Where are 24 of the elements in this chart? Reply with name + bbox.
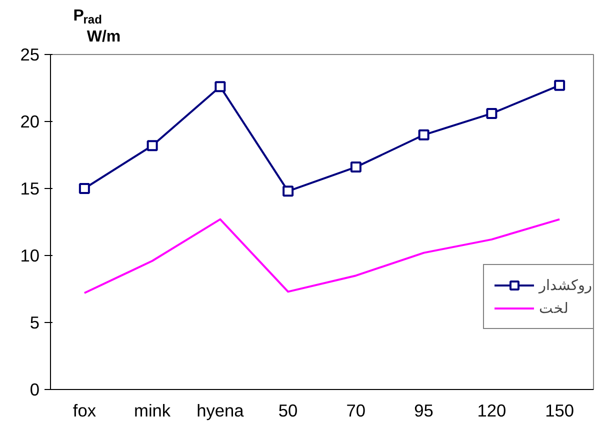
point: [418, 129, 430, 140]
point: [554, 80, 566, 91]
y-tick-label: 15: [20, 178, 40, 198]
x-tick-label: 70: [346, 400, 366, 420]
y-tick-label: 5: [30, 312, 40, 332]
point: [486, 108, 498, 119]
x-tick-label: mink: [134, 400, 171, 420]
point: [214, 81, 226, 92]
point: [78, 183, 90, 194]
y-tick-label: 0: [30, 380, 40, 400]
legend-label: روکشدار: [539, 277, 592, 294]
y-tick-label: 20: [20, 112, 40, 132]
y-tick-label: 10: [20, 246, 40, 266]
y-tick-label: 25: [20, 44, 40, 64]
x-tick-label: 120: [477, 400, 506, 420]
x-tick-label: 50: [278, 400, 298, 420]
point: [146, 140, 158, 152]
x-tick-label: 150: [545, 400, 574, 420]
point: [282, 186, 294, 197]
x-tick-label: hyena: [196, 400, 244, 420]
x-tick-label: fox: [72, 400, 96, 420]
point: [350, 162, 362, 173]
legend-label: لخت: [539, 300, 569, 317]
x-tick-label: 95: [414, 400, 434, 420]
